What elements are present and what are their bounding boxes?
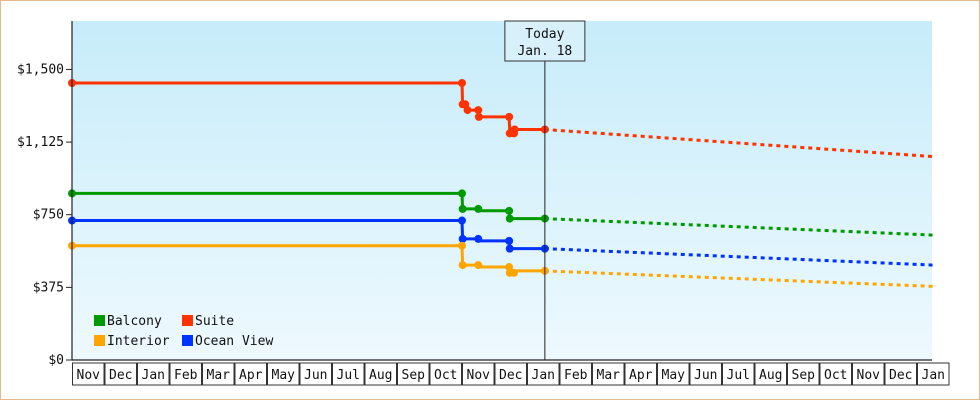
legend-label-balcony: Balcony	[107, 314, 162, 329]
x-tick-label-24: Nov	[857, 368, 881, 383]
series-forecast-ocean-view	[544, 247, 934, 267]
x-tick-box-22	[787, 362, 820, 386]
data-point-interior-4	[505, 263, 514, 272]
y-tick-label-4: $1,500	[17, 62, 64, 77]
x-tick-box-3	[169, 362, 202, 386]
data-point-ocean-view-2	[458, 234, 467, 243]
x-tick-box-16	[592, 362, 625, 386]
data-point-suite-6	[474, 112, 483, 121]
x-tick-box-5	[234, 362, 267, 386]
x-tick-label-15: Feb	[564, 368, 588, 383]
x-tick-label-10: Sep	[402, 368, 426, 383]
x-tick-label-20: Jul	[727, 368, 750, 383]
x-tick-label-21: Aug	[759, 368, 782, 383]
data-point-ocean-view-5	[505, 244, 514, 253]
data-point-interior-3	[474, 261, 483, 270]
x-tick-box-2	[137, 362, 170, 386]
x-tick-box-8	[332, 362, 365, 386]
x-tick-box-0	[72, 362, 105, 386]
x-tick-label-3: Feb	[174, 368, 198, 383]
x-tick-label-1: Dec	[109, 368, 132, 383]
x-tick-box-4	[202, 362, 235, 386]
x-tick-label-12: Nov	[467, 368, 491, 383]
x-tick-box-20	[722, 362, 755, 386]
y-tick-label-0: $0	[48, 353, 64, 368]
x-tick-box-6	[267, 362, 300, 386]
data-point-balcony-5	[505, 214, 514, 223]
x-tick-box-9	[364, 362, 397, 386]
data-point-interior-6	[510, 268, 518, 277]
today-date: Jan. 18	[517, 44, 572, 59]
legend-swatch-suite	[182, 315, 193, 326]
x-tick-label-5: Apr	[239, 368, 263, 383]
x-tick-label-0: Nov	[77, 368, 101, 383]
legend-swatch-balcony	[94, 315, 105, 326]
x-tick-box-10	[397, 362, 430, 386]
y-tick-label-3: $1,125	[17, 135, 64, 150]
x-tick-box-15	[559, 362, 592, 386]
x-tick-box-19	[689, 362, 722, 386]
x-tick-box-12	[462, 362, 495, 386]
x-tick-label-18: May	[662, 368, 686, 383]
data-point-suite-4	[463, 106, 472, 115]
legend-swatch-ocean-view	[182, 335, 193, 346]
x-tick-label-14: Jan	[532, 368, 555, 383]
x-tick-label-9: Aug	[369, 368, 392, 383]
data-point-balcony-3	[474, 204, 483, 213]
data-point-suite-5	[474, 106, 483, 115]
data-point-suite-1	[458, 78, 466, 87]
y-tick-label-1: $375	[33, 280, 64, 295]
series-forecast-suite	[544, 128, 934, 159]
x-tick-box-11	[429, 362, 462, 386]
x-tick-box-23	[819, 362, 852, 386]
x-tick-box-25	[884, 362, 917, 386]
x-tick-label-6: May	[272, 368, 296, 383]
data-point-suite-10	[510, 125, 519, 134]
x-tick-label-8: Jul	[337, 368, 360, 383]
x-tick-label-2: Jan	[142, 368, 165, 383]
legend-label-interior: Interior	[107, 334, 170, 349]
today-box	[504, 20, 586, 62]
legend-label-suite: Suite	[195, 314, 234, 329]
x-tick-box-26	[917, 362, 950, 386]
series-forecast-interior	[544, 269, 934, 288]
x-tick-label-13: Dec	[499, 368, 522, 383]
x-tick-box-7	[299, 362, 332, 386]
x-tick-box-24	[852, 362, 885, 386]
series-forecast-balcony	[544, 217, 934, 237]
data-point-balcony-1	[458, 189, 466, 198]
x-tick-box-14	[527, 362, 560, 386]
y-tick-label-2: $750	[33, 208, 64, 223]
data-point-interior-2	[458, 261, 467, 270]
x-tick-box-13	[494, 362, 527, 386]
data-point-interior-1	[458, 241, 466, 250]
x-tick-label-22: Sep	[792, 368, 816, 383]
plot-background	[72, 21, 932, 360]
x-tick-box-1	[104, 362, 137, 386]
legend-label-ocean-view: Ocean View	[195, 334, 273, 349]
data-point-balcony-4	[505, 206, 514, 215]
data-point-ocean-view-3	[474, 234, 483, 243]
data-point-suite-7	[505, 112, 514, 121]
data-point-balcony-2	[458, 204, 467, 213]
x-tick-box-18	[657, 362, 690, 386]
data-point-ocean-view-4	[505, 236, 514, 245]
x-tick-label-17: Apr	[629, 368, 653, 383]
x-tick-label-16: Mar	[597, 368, 621, 383]
x-tick-label-4: Mar	[207, 368, 231, 383]
x-tick-label-19: Jun	[694, 368, 717, 383]
x-tick-box-21	[754, 362, 787, 386]
today-label: Today	[525, 27, 564, 42]
x-tick-label-7: Jun	[304, 368, 327, 383]
x-tick-label-11: Oct	[434, 368, 457, 383]
legend-swatch-interior	[94, 335, 105, 346]
x-tick-label-25: Dec	[889, 368, 912, 383]
x-tick-label-26: Jan	[922, 368, 945, 383]
x-tick-label-23: Oct	[824, 368, 847, 383]
data-point-ocean-view-1	[458, 216, 466, 225]
x-tick-box-17	[624, 362, 657, 386]
